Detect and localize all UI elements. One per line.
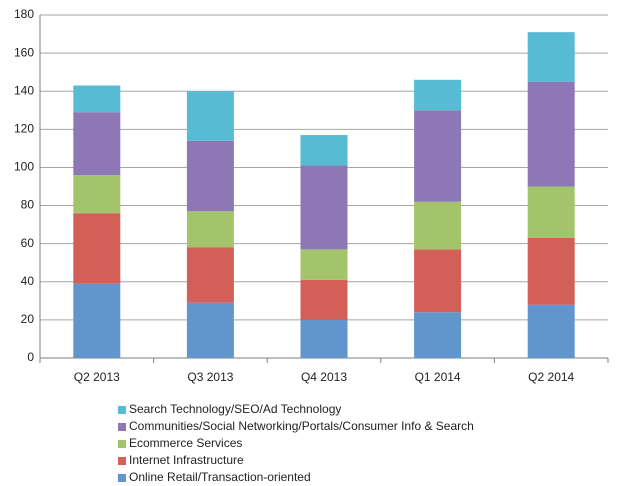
- y-tick-label: 160: [14, 45, 34, 59]
- legend-swatch: [118, 440, 126, 448]
- bar-segment: [300, 249, 348, 280]
- y-tick-label: 80: [21, 198, 35, 212]
- legend-swatch: [118, 474, 126, 482]
- legend-label: Online Retail/Transaction-oriented: [129, 470, 311, 484]
- x-tick-label: Q4 2013: [301, 370, 347, 384]
- y-tick-label: 140: [14, 83, 34, 97]
- bar-segment: [414, 312, 462, 358]
- y-tick-label: 100: [14, 160, 34, 174]
- bar-segment: [414, 79, 462, 111]
- bar-segment: [300, 135, 348, 166]
- y-tick-label: 180: [14, 7, 34, 21]
- bar-segment: [527, 237, 575, 305]
- bar-segment: [186, 302, 234, 358]
- bar-segment: [414, 110, 462, 202]
- legend-swatch: [118, 457, 126, 465]
- bar-segment: [73, 213, 121, 284]
- bar-segment: [73, 283, 121, 358]
- legend-label: Communities/Social Networking/Portals/Co…: [129, 419, 474, 433]
- x-tick-label: Q1 2014: [415, 370, 461, 384]
- bar-segment: [527, 304, 575, 358]
- bar-segment: [186, 91, 234, 141]
- y-tick-label: 40: [21, 274, 35, 288]
- bar-segment: [414, 201, 462, 250]
- bar-segment: [73, 85, 121, 113]
- x-tick-label: Q2 2014: [528, 370, 574, 384]
- y-tick-label: 0: [27, 350, 34, 364]
- y-tick-label: 120: [14, 122, 34, 136]
- bar-segment: [186, 247, 234, 303]
- bar-segment: [414, 249, 462, 313]
- bar-segment: [186, 211, 234, 248]
- bar-segment: [186, 140, 234, 212]
- bar-segment: [527, 186, 575, 238]
- y-tick-label: 20: [21, 312, 35, 326]
- x-tick-label: Q2 2013: [74, 370, 120, 384]
- legend-label: Internet Infrastructure: [129, 453, 244, 467]
- bar-segment: [300, 279, 348, 320]
- legend-label: Ecommerce Services: [129, 436, 242, 450]
- bar-segment: [527, 32, 575, 82]
- bar-segment: [73, 112, 121, 176]
- bar-segment: [527, 81, 575, 187]
- x-tick-label: Q3 2013: [187, 370, 233, 384]
- y-tick-label: 60: [21, 236, 35, 250]
- bar-segment: [300, 319, 348, 358]
- legend-swatch: [118, 406, 126, 414]
- legend-swatch: [118, 423, 126, 431]
- legend-label: Search Technology/SEO/Ad Technology: [129, 402, 341, 416]
- bar-segment: [73, 175, 121, 214]
- bar-segment: [300, 165, 348, 250]
